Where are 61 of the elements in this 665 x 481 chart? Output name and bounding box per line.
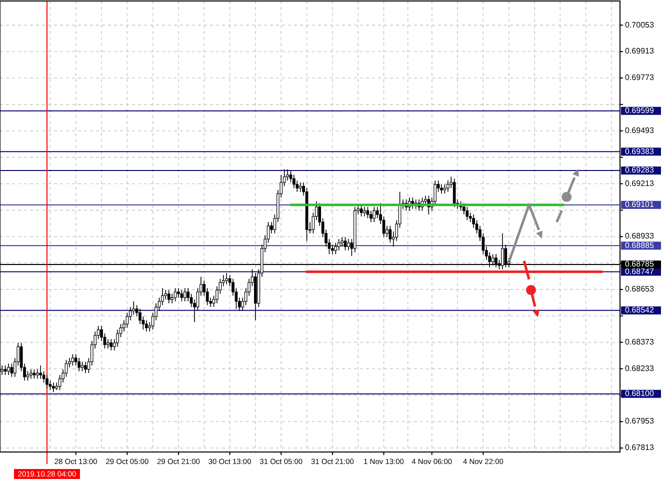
y-tick-label: 0.68373	[625, 337, 654, 346]
candlestick	[106, 338, 110, 349]
candlestick	[370, 210, 372, 222]
y-tick-label: 0.67953	[625, 416, 654, 426]
candlestick	[71, 354, 74, 366]
candlestick	[363, 206, 366, 217]
candlestick	[78, 358, 80, 372]
y-tick-label: 0.68933	[625, 232, 654, 241]
candlestick	[26, 370, 30, 382]
ref-line-label: 0.69283	[625, 166, 654, 175]
candlestick	[167, 290, 170, 304]
ref-line-label: 0.68785	[625, 260, 654, 269]
candlestick	[84, 361, 87, 374]
candlestick	[30, 368, 32, 380]
candlestick	[177, 288, 180, 298]
candlestick	[32, 368, 36, 380]
candlestick	[372, 206, 376, 222]
candlestick	[39, 365, 42, 380]
y-tick-label: 0.70053	[625, 20, 654, 30]
y-tick-label: 0.67813	[625, 443, 654, 452]
candlestick	[446, 180, 450, 192]
candlestick	[292, 174, 296, 188]
candlestick	[52, 382, 55, 392]
ref-line-label: 0.68542	[625, 306, 654, 315]
candlestick	[4, 365, 7, 376]
candlestick	[110, 338, 113, 351]
ref-line-label: 0.68747	[625, 266, 654, 276]
ref-line-label: 0.69599	[625, 106, 654, 115]
ref-line-label: 0.69101	[625, 200, 654, 209]
candlestick	[298, 182, 302, 192]
y-tick-label: 0.69773	[625, 73, 654, 82]
candlestick	[337, 238, 340, 251]
ref-line-label: 0.68100	[625, 388, 654, 398]
ref-line-label: 0.68885	[625, 240, 654, 250]
candlestick	[340, 236, 344, 248]
candlestick	[366, 206, 370, 219]
candlestick	[344, 236, 347, 251]
candlestick	[174, 288, 177, 302]
candlestick	[388, 225, 392, 244]
candlestick	[183, 288, 186, 302]
ref-line-label: 0.69383	[625, 146, 654, 156]
y-tick-label: 0.69213	[625, 178, 654, 188]
candlestick	[443, 184, 446, 194]
candlestick	[144, 320, 148, 332]
candlestick	[347, 238, 350, 251]
candlestick	[466, 206, 469, 221]
y-tick-label: 0.68653	[625, 284, 654, 294]
candlestick	[440, 184, 443, 194]
y-tick-label: 0.68233	[625, 364, 654, 373]
candlestick	[46, 374, 48, 389]
candlestick	[7, 363, 10, 376]
candlestick	[225, 272, 228, 285]
candlestick	[10, 363, 14, 378]
candlestick	[36, 368, 39, 380]
candlestick	[80, 361, 84, 372]
candlestick	[180, 290, 184, 302]
y-tick-label: 0.69913	[625, 46, 654, 56]
candlestick	[334, 242, 338, 255]
candlestick	[360, 204, 363, 217]
candlestick	[452, 178, 456, 208]
y-tick-label: 0.69493	[625, 126, 654, 135]
